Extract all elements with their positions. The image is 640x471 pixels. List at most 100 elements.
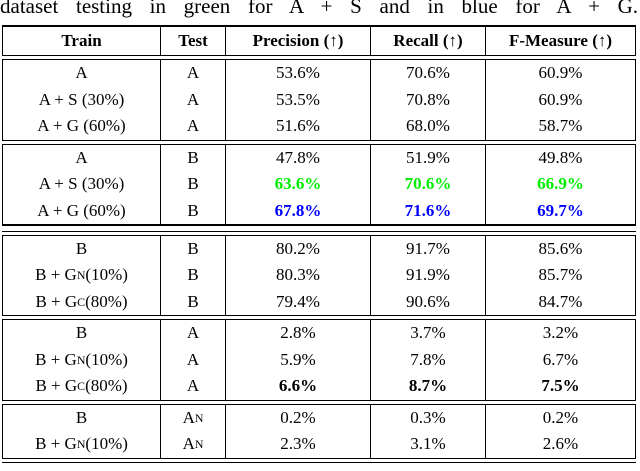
cell-precision: 5.9% bbox=[226, 346, 371, 373]
horizontal-rule bbox=[2, 224, 636, 226]
cell-fmeasure: 69.7% bbox=[537, 200, 584, 220]
cell-recall: 51.9% bbox=[371, 144, 486, 171]
cell-recall: 7.8% bbox=[371, 346, 486, 373]
cell-train: A bbox=[3, 60, 161, 87]
cell-recall: 91.7% bbox=[371, 235, 486, 262]
table-body: A A 53.6% 70.6% 60.9% A + S (30%) A 53.5% 70.8% 6… bbox=[2, 60, 636, 463]
cell-test: A bbox=[161, 113, 226, 140]
cell-train: B bbox=[3, 320, 161, 347]
cell-fmeasure: 7.5% bbox=[541, 376, 580, 396]
cell-precision: 80.2% bbox=[226, 235, 371, 262]
cell-precision: 80.3% bbox=[226, 262, 371, 289]
cell-train: A + G (60%) bbox=[3, 113, 161, 140]
cell-train: A + S (30%) bbox=[3, 171, 161, 198]
horizontal-rule bbox=[2, 139, 636, 145]
cell-test: B bbox=[161, 197, 226, 224]
cell-fmeasure: 85.7% bbox=[538, 265, 583, 285]
cell-test: A bbox=[161, 320, 226, 347]
cell-test: B bbox=[161, 171, 226, 198]
cell-recall: 0.3% bbox=[371, 404, 486, 431]
column-header-recall: Recall (↑) bbox=[371, 27, 486, 55]
cell-fmeasure: 0.2% bbox=[542, 407, 579, 427]
table-row: A + S (30%) B 63.6% 70.6% 66.9% bbox=[2, 171, 636, 198]
cell-test: B bbox=[161, 288, 226, 315]
cell-fmeasure: 58.7% bbox=[538, 116, 583, 136]
table-row: A B 47.8% 51.9% 49.8% bbox=[2, 144, 636, 171]
cell-precision: 63.6% bbox=[226, 171, 371, 198]
cell-test: B bbox=[161, 144, 226, 171]
cell-train: B bbox=[3, 404, 161, 431]
column-header-train: Train bbox=[3, 27, 161, 55]
cell-precision: 47.8% bbox=[226, 144, 371, 171]
cell-recall: 91.9% bbox=[371, 262, 486, 289]
cell-fmeasure: 2.6% bbox=[542, 434, 579, 454]
cell-fmeasure: 84.7% bbox=[538, 291, 583, 311]
cell-fmeasure: 60.9% bbox=[538, 63, 583, 83]
cell-test: A bbox=[161, 346, 226, 373]
table-row: A + G (60%) B 67.8% 71.6% 69.7% bbox=[2, 197, 636, 224]
table-caption: dataset testing in green for A + S and i… bbox=[0, 0, 638, 18]
table-block: A A 53.6% 70.6% 60.9% A + S (30%) A 53.5% 70.8% 6… bbox=[2, 60, 636, 140]
cell-test: A bbox=[161, 86, 226, 113]
cell-recall: 70.8% bbox=[371, 86, 486, 113]
table-row: B A N 0.2% 0.3% 0.2% bbox=[2, 404, 636, 431]
cell-recall: 70.6% bbox=[371, 171, 486, 198]
cell-fmeasure: 60.9% bbox=[538, 89, 583, 109]
table-row: B A 2.8% 3.7% 3.2% bbox=[2, 320, 636, 347]
table-row: A A 53.6% 70.6% 60.9% bbox=[2, 60, 636, 87]
cell-test: A bbox=[161, 60, 226, 87]
cell-test: B bbox=[161, 235, 226, 262]
cell-train: A bbox=[3, 144, 161, 171]
cell-precision: 79.4% bbox=[226, 288, 371, 315]
cell-train: B bbox=[3, 235, 161, 262]
cell-precision: 2.3% bbox=[226, 431, 371, 458]
cell-train: A + S (30%) bbox=[3, 86, 161, 113]
cell-precision: 0.2% bbox=[226, 404, 371, 431]
cell-recall: 68.0% bbox=[371, 113, 486, 140]
horizontal-rule bbox=[2, 230, 636, 236]
table-row: B B 80.2% 91.7% 85.6% bbox=[2, 235, 636, 262]
horizontal-rule bbox=[2, 55, 636, 60]
cell-precision: 6.6% bbox=[226, 373, 371, 400]
cell-precision: 2.8% bbox=[226, 320, 371, 347]
cell-precision: 53.6% bbox=[226, 60, 371, 87]
column-header-test: Test bbox=[161, 27, 226, 55]
cell-fmeasure: 49.8% bbox=[538, 147, 583, 167]
results-table: Train Test Precision (↑) Recall (↑) F-Me… bbox=[2, 25, 636, 463]
table-row: A + S (30%) A 53.5% 70.8% 60.9% bbox=[2, 86, 636, 113]
table-block: A B 47.8% 51.9% 49.8% A + S (30%) B 63.6% 70.6% 6… bbox=[2, 144, 636, 224]
cell-fmeasure: 66.9% bbox=[537, 174, 584, 194]
horizontal-rule bbox=[2, 457, 636, 463]
cell-precision: 53.5% bbox=[226, 86, 371, 113]
cell-recall: 90.6% bbox=[371, 288, 486, 315]
cell-recall: 3.7% bbox=[371, 320, 486, 347]
cell-fmeasure: 85.6% bbox=[538, 238, 583, 258]
table-header-row: Train Test Precision (↑) Recall (↑) F-Me… bbox=[2, 27, 636, 55]
cell-recall: 71.6% bbox=[371, 197, 486, 224]
cell-recall: 70.6% bbox=[371, 60, 486, 87]
table-row: A + G (60%) A 51.6% 68.0% 58.7% bbox=[2, 113, 636, 140]
cell-fmeasure: 6.7% bbox=[542, 349, 579, 369]
cell-test: A bbox=[161, 373, 226, 400]
cell-recall: 8.7% bbox=[371, 373, 486, 400]
horizontal-rule bbox=[2, 399, 636, 405]
cell-precision: 51.6% bbox=[226, 113, 371, 140]
cell-test: B bbox=[161, 262, 226, 289]
horizontal-rule-top bbox=[2, 25, 636, 27]
column-header-precision: Precision (↑) bbox=[226, 27, 371, 55]
